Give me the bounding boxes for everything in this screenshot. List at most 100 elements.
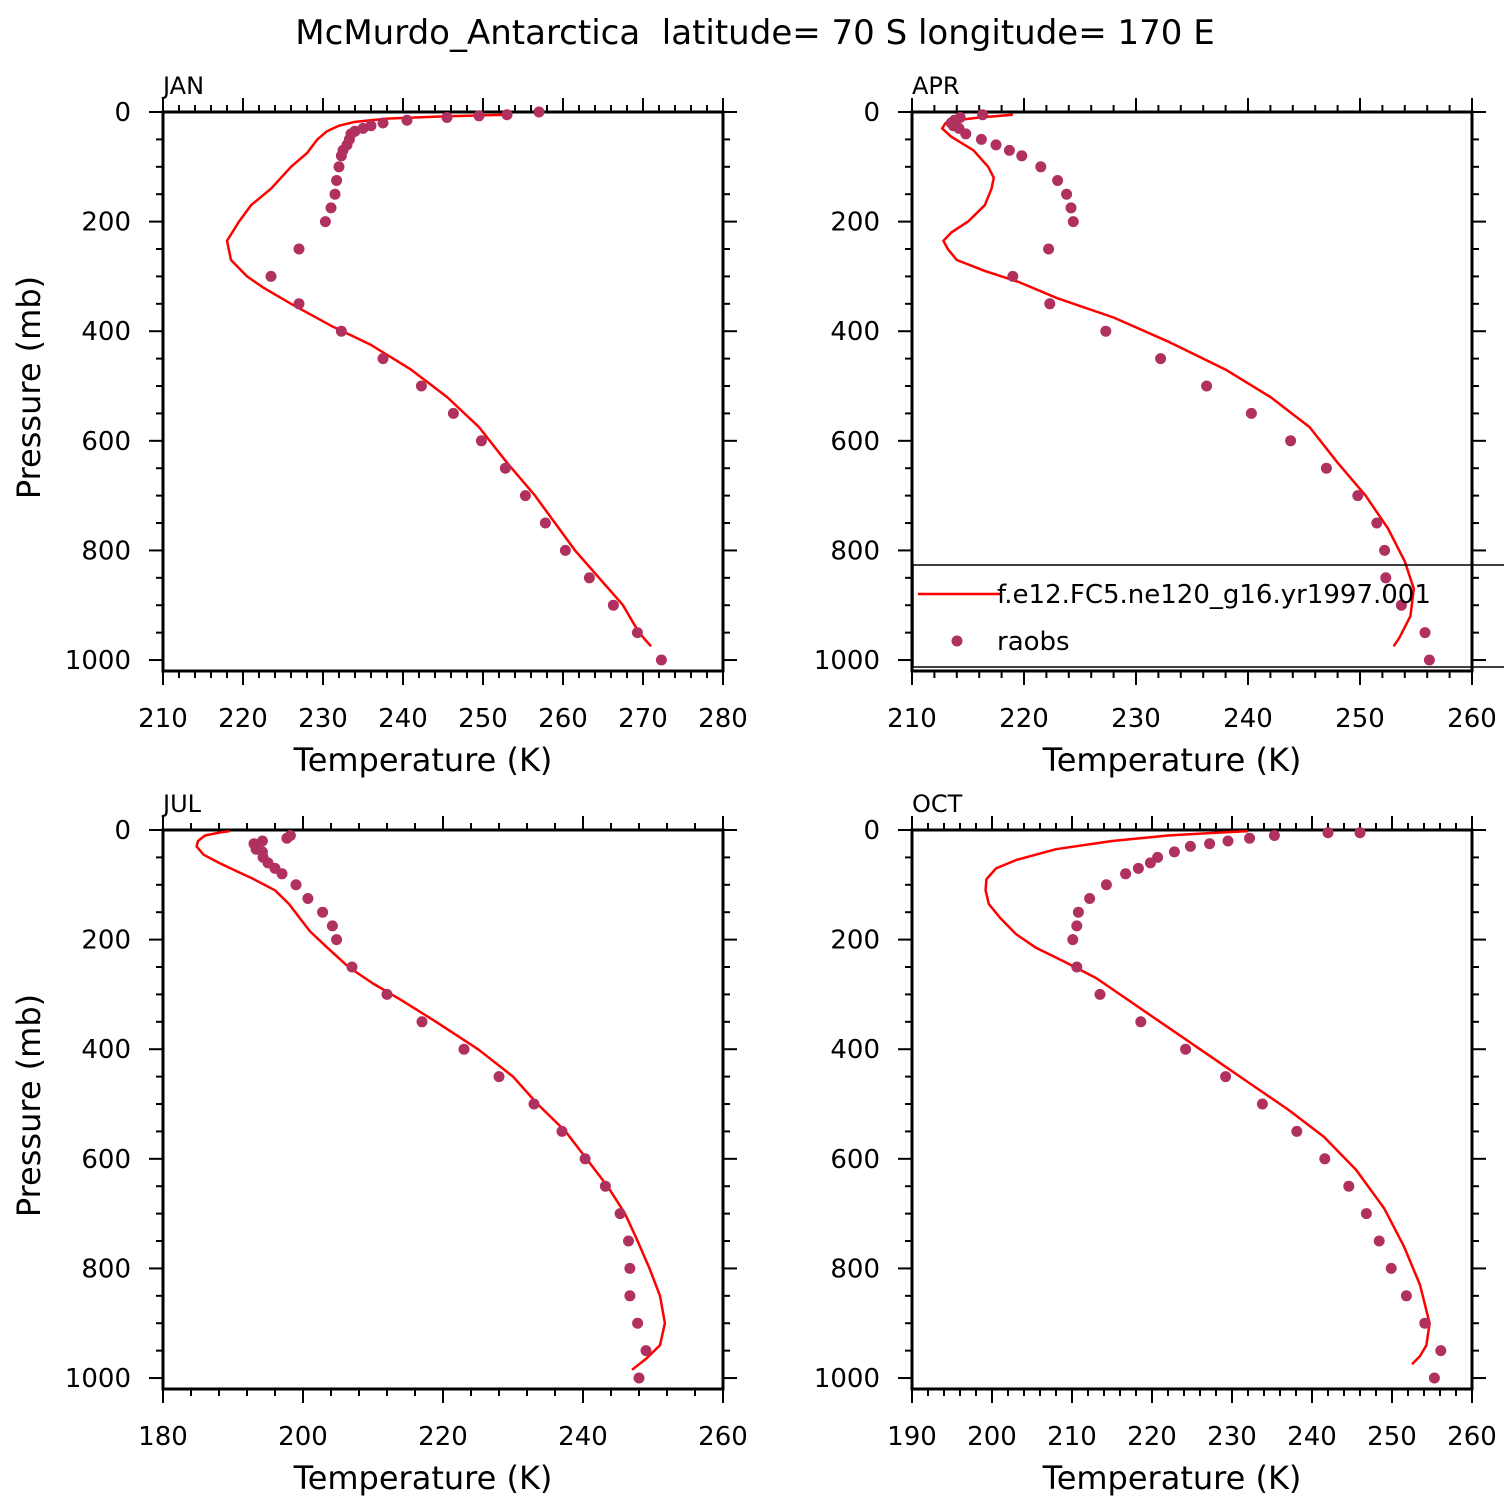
x-tick-label: 230 [298,704,348,734]
y-tick-label: 0 [863,98,880,128]
obs-point [539,517,551,529]
obs-point [519,490,531,502]
obs-point [607,599,619,611]
obs-point [441,112,453,123]
obs-point [1354,827,1366,839]
obs-point [1071,961,1083,973]
y-tick-label: 800 [81,536,131,566]
obs-point [1428,1372,1440,1384]
obs-point [1016,150,1028,162]
obs-point [1067,216,1079,228]
obs-point [556,1125,568,1137]
y-tick-label: 600 [81,1145,131,1175]
obs-point [1035,161,1047,173]
obs-point [1100,325,1112,337]
obs-point [1071,920,1083,932]
y-tick-label: 1000 [814,1364,880,1394]
obs-point [290,879,302,891]
obs-point [1400,1290,1412,1302]
y-tick-label: 200 [830,926,880,956]
y-tick-label: 400 [830,317,880,347]
x-tick-label: 200 [278,1422,328,1452]
obs-point [377,353,389,365]
y-tick-label: 1000 [814,646,880,676]
x-tick-label: 240 [378,704,428,734]
y-tick-label: 1000 [65,1364,131,1394]
obs-point [1379,544,1391,556]
obs-point [333,161,345,173]
model-line [984,830,1431,1366]
obs-point [1268,830,1280,841]
obs-point [960,128,972,140]
obs-point [1395,599,1407,611]
obs-point [1155,353,1167,365]
obs-point [458,1043,470,1055]
x-tick-label: 250 [458,704,508,734]
obs-point [265,270,277,282]
x-tick-label: 210 [138,704,188,734]
obs-point [1222,835,1234,847]
x-axis-label: Temperature (K) [1042,741,1302,779]
y-tick-label: 0 [863,816,880,846]
y-tick-label: 400 [81,1035,131,1065]
y-axis-label: Pressure (mb) [10,994,48,1217]
obs-point [1320,462,1332,474]
model-line [195,830,667,1371]
plot-frame [910,110,1474,673]
legend-model-label: f.e12.FC5.ne120_g16.yr1997.001 [997,580,1431,610]
obs-point [583,572,595,584]
obs-point [381,988,393,1000]
y-tick-label: 200 [81,926,131,956]
obs-point [1132,862,1144,874]
obs-point [614,1208,626,1220]
legend-obs-swatch [951,635,963,647]
x-tick-label: 220 [218,704,268,734]
x-tick-label: 200 [967,1422,1017,1452]
obs-point [1419,1317,1431,1329]
obs-point [1052,175,1064,186]
obs-point [377,117,389,129]
obs-point [501,109,513,121]
obs-point [293,298,305,310]
obs-point [325,202,337,214]
obs-point [331,175,343,186]
obs-point [1135,1016,1147,1028]
obs-point [1072,906,1084,918]
x-tick-label: 230 [1207,1422,1257,1452]
y-tick-label: 200 [81,208,131,238]
model-line [940,113,1416,648]
obs-point [416,1016,428,1028]
panel-title: APR [912,72,960,100]
panel-oct: OCT 190 200 210 220 230 240 250 260 0 200 400 600 800… [814,790,1497,1497]
obs-point [415,380,427,392]
obs-point [1322,827,1334,839]
obs-point [528,1098,540,1110]
obs-point [1184,840,1196,852]
obs-point [1067,934,1079,946]
obs-point [599,1180,611,1192]
obs-point [281,832,293,844]
obs-point [1352,490,1364,502]
obs-point [1180,1043,1192,1055]
obs-point [975,133,987,145]
y-tick-label: 0 [114,816,131,846]
x-tick-label: 210 [887,704,937,734]
panel-title: JUL [161,790,202,818]
obs-point [447,407,459,419]
obs-point [1061,188,1073,200]
obs-point [1094,988,1106,1000]
x-tick-label: 270 [618,704,668,734]
obs-point [335,150,347,162]
obs-point [329,188,341,200]
obs-point [475,435,487,447]
obs-point [293,243,305,255]
y-tick-label: 400 [81,317,131,347]
obs-point [1256,1098,1268,1110]
panels: JAN 210 220 230 240 250 260 270 280 0 200 400 600 800… [10,72,1504,1497]
obs-point [1385,1262,1397,1274]
obs-point [655,654,667,666]
obs-point [1435,1345,1447,1357]
obs-point [1204,838,1216,850]
y-tick-label: 1000 [65,646,131,676]
obs-point [1291,1125,1303,1137]
